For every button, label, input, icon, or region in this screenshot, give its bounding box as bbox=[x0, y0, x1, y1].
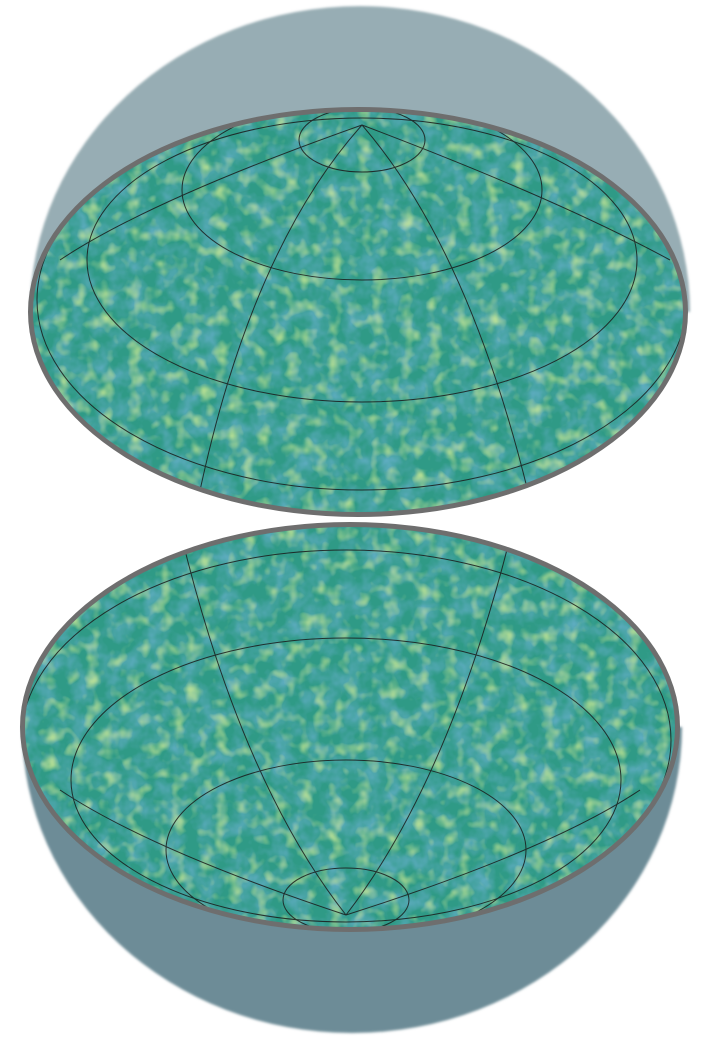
lower-graticule bbox=[25, 529, 672, 927]
upper-sky-map bbox=[28, 107, 688, 517]
lower-sky-map bbox=[20, 522, 680, 932]
upper-graticule bbox=[36, 112, 683, 501]
